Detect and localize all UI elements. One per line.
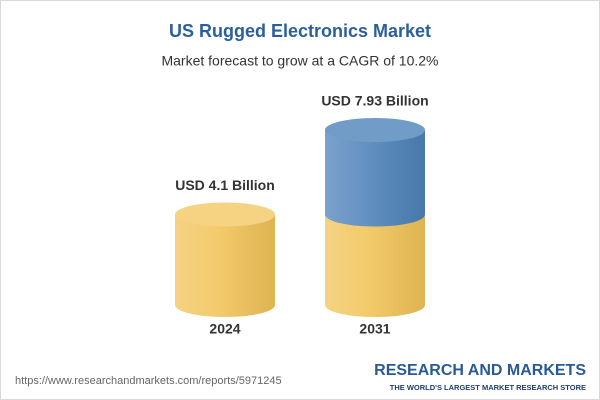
source-url: https://www.researchandmarkets.com/repor… — [15, 375, 282, 387]
chart-title: US Rugged Electronics Market — [169, 21, 431, 41]
brand-tagline: THE WORLD'S LARGEST MARKET RESEARCH STOR… — [390, 383, 586, 392]
chart-subtitle: Market forecast to grow at a CAGR of 10.… — [161, 53, 438, 69]
brand-logo: RESEARCH AND MARKETS — [374, 362, 586, 379]
cylinder-top — [325, 118, 425, 142]
cylinder-top — [175, 202, 275, 227]
value-label: USD 7.93 Billion — [321, 93, 428, 109]
cylinder-shade — [325, 130, 425, 317]
category-label: 2024 — [209, 321, 240, 337]
category-label: 2031 — [359, 321, 390, 337]
value-label: USD 4.1 Billion — [175, 177, 275, 193]
cylinder-shade — [175, 214, 275, 317]
